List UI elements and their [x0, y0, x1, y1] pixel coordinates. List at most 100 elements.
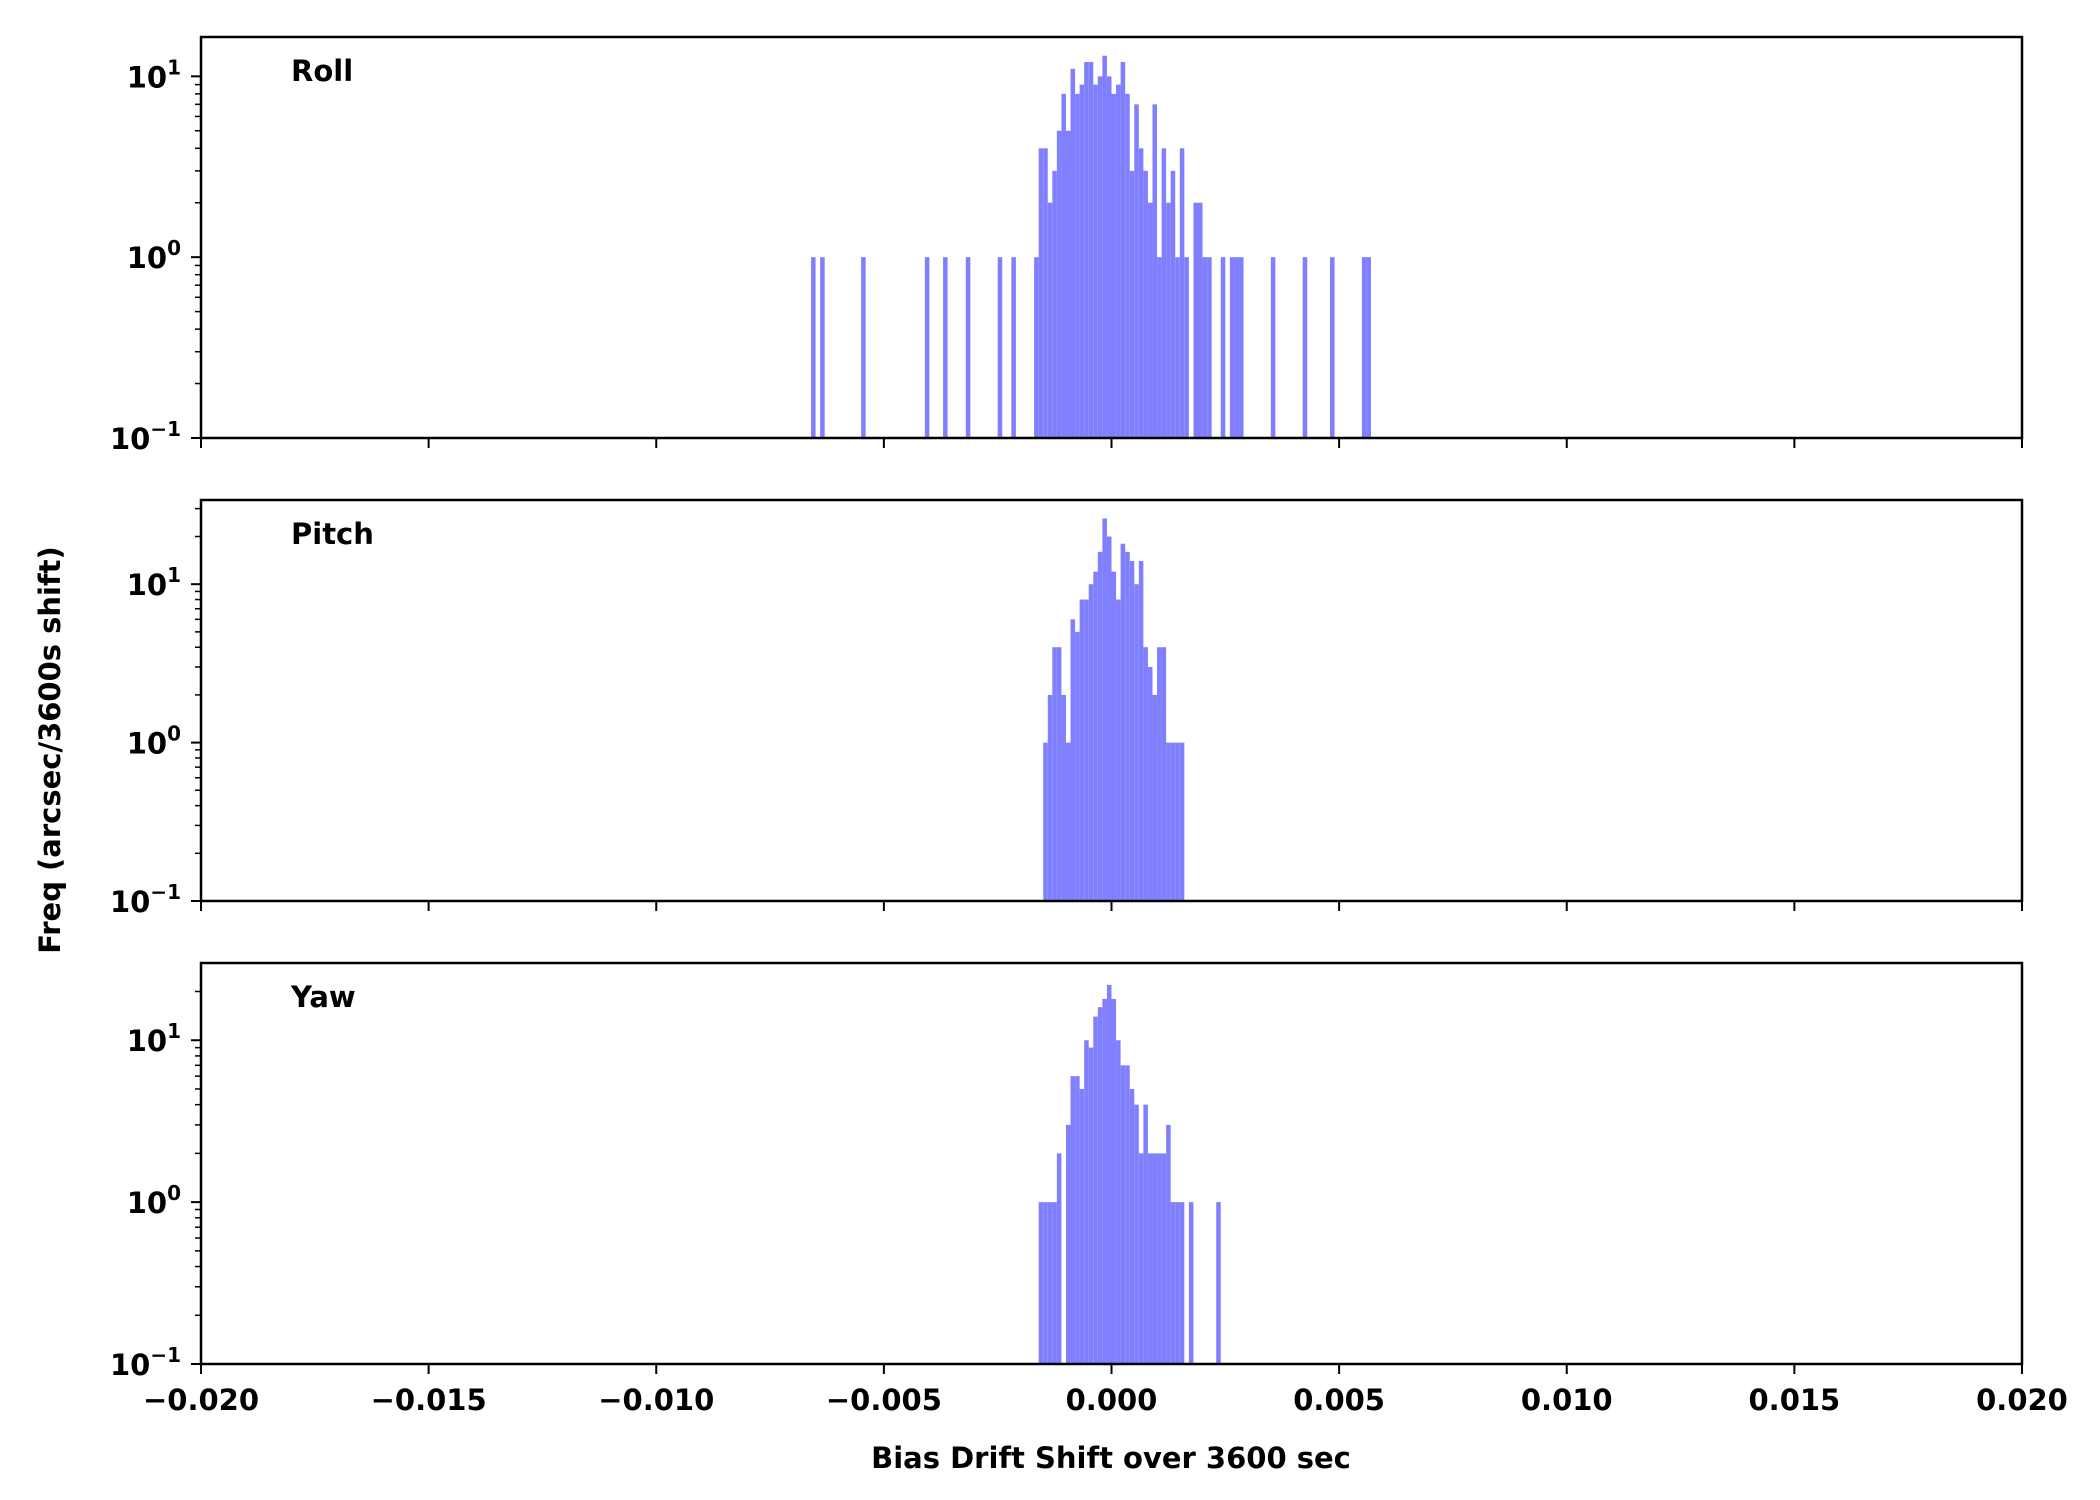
bar [1120, 543, 1126, 901]
bar [1152, 694, 1158, 901]
bar [1084, 599, 1089, 901]
bar [1152, 104, 1158, 438]
bar [1175, 742, 1180, 901]
bar [1102, 518, 1107, 901]
bar [1056, 130, 1062, 438]
bar [1147, 202, 1153, 438]
bar [1061, 93, 1066, 438]
bar [1097, 76, 1103, 438]
x-tick-label: −0.005 [826, 1383, 942, 1417]
bar [1216, 1202, 1221, 1364]
bar [1188, 1202, 1194, 1364]
bar [1138, 148, 1144, 439]
bar [1061, 694, 1066, 901]
bar [1043, 1202, 1048, 1364]
bar [1125, 93, 1130, 438]
y-tick-label: 10−1 [110, 1343, 181, 1382]
bar [1106, 536, 1112, 901]
bar [1143, 170, 1148, 438]
bar [1043, 742, 1048, 901]
bar [1111, 571, 1117, 901]
bar [1229, 257, 1235, 438]
bar [1238, 257, 1244, 438]
bar [1202, 257, 1208, 438]
y-tick-label: 10−1 [110, 880, 181, 919]
bar [1079, 84, 1085, 438]
bar [1056, 647, 1062, 901]
bar [1361, 257, 1367, 438]
bar [1134, 584, 1139, 901]
y-axis-label: Freq (arcsec/3600s shift) [33, 546, 67, 953]
bar [1143, 647, 1148, 901]
bar [811, 257, 816, 438]
bar [1143, 1104, 1148, 1364]
bar [1038, 148, 1044, 439]
y-tick-label: 101 [127, 1019, 181, 1058]
bar [1157, 257, 1162, 438]
bar [1125, 1065, 1130, 1364]
bar [1207, 257, 1212, 438]
bar [1111, 998, 1117, 1364]
bar [1088, 62, 1094, 438]
bar [1175, 1202, 1180, 1364]
bar [1052, 647, 1057, 901]
x-axis-label: Bias Drift Shift over 3600 sec [871, 1441, 1351, 1475]
bar [1116, 1040, 1121, 1364]
bar [1047, 694, 1053, 901]
panel-roll: Roll 10−1 100 101 [110, 35, 2024, 456]
bar [1166, 1124, 1171, 1364]
bar [1157, 1153, 1162, 1364]
bar [1170, 170, 1176, 438]
bar [1084, 1040, 1089, 1364]
bar [1125, 551, 1130, 901]
bar [1088, 584, 1094, 901]
y-tick-label: 101 [127, 55, 181, 94]
x-tick-label: 0.020 [1976, 1383, 2068, 1417]
bar [1065, 130, 1071, 438]
bar [1070, 68, 1076, 438]
bar [1084, 62, 1089, 438]
y-tick-label: 100 [127, 722, 181, 761]
bar [1129, 561, 1135, 901]
bar [1034, 257, 1039, 438]
bar [1075, 1076, 1080, 1364]
panel-label: Roll [291, 54, 353, 88]
bar [1011, 257, 1016, 438]
bar [1161, 1153, 1167, 1364]
y-tick-label: 10−1 [110, 417, 181, 456]
bar [1120, 62, 1126, 438]
bar [1161, 148, 1167, 439]
bar [1070, 619, 1076, 901]
x-tick-label: 0.015 [1749, 1383, 1841, 1417]
bar [1106, 984, 1112, 1364]
bar [1052, 170, 1057, 438]
bar [1070, 1076, 1076, 1364]
bar [1079, 1088, 1085, 1364]
x-tick-label: −0.020 [143, 1383, 259, 1417]
bar [1120, 1065, 1126, 1364]
bar [1129, 170, 1135, 438]
bar [1056, 1153, 1062, 1364]
bar [1134, 1104, 1139, 1364]
bar [1270, 257, 1276, 438]
bar [1097, 551, 1103, 901]
x-tick-label: 0.000 [1066, 1383, 1158, 1417]
x-tick-label: −0.010 [598, 1383, 714, 1417]
bar [1138, 561, 1144, 901]
bar [1366, 257, 1371, 438]
bar [1111, 93, 1117, 438]
bar [1161, 647, 1167, 901]
bar [943, 257, 948, 438]
bar [1093, 571, 1098, 901]
y-tick-label: 100 [127, 236, 181, 275]
bar [1170, 742, 1176, 901]
bar [1147, 1153, 1153, 1364]
bar [1175, 257, 1180, 438]
bar [1193, 202, 1198, 438]
bar [1093, 84, 1098, 438]
bar [924, 257, 930, 438]
bar [1179, 742, 1185, 901]
bar [1134, 104, 1139, 438]
bar [1170, 1202, 1176, 1364]
bar [1116, 599, 1121, 901]
